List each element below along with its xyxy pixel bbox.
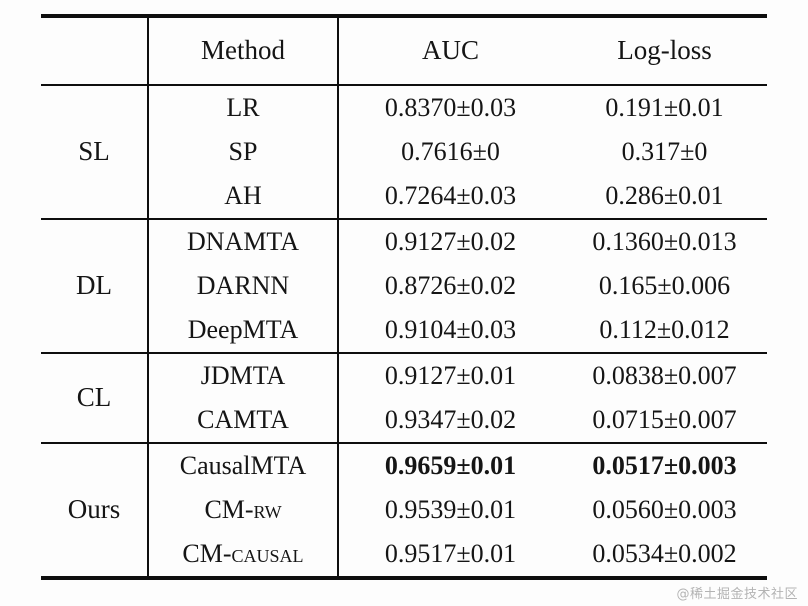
table-row: CAMTA 0.9347±0.02 0.0715±0.007 (41, 398, 767, 443)
table-row: SP 0.7616±0 0.317±0 (41, 130, 767, 174)
method-cell: CausalMTA (148, 443, 339, 488)
auc-cell: 0.9347±0.02 (384, 404, 517, 434)
logloss-cell: 0.0715±0.007 (592, 404, 737, 434)
group-sl: SL LR 0.8370±0.03 0.191±0.01 SP 0.7616±0… (41, 85, 767, 219)
logloss-cell: 0.165±0.006 (598, 270, 731, 300)
method-cell: DeepMTA (148, 308, 339, 353)
header-logloss: Log-loss (617, 35, 712, 66)
table-row: AH 0.7264±0.03 0.286±0.01 (41, 174, 767, 219)
table-row: CL JDMTA 0.9127±0.01 0.0838±0.007 (41, 353, 767, 443)
watermark: @稀土掘金技术社区 (676, 587, 798, 602)
group-label-dl: DL (41, 219, 149, 353)
auc-cell: 0.9104±0.03 (384, 314, 517, 344)
method-cell: SP (148, 130, 339, 174)
table-row: CM-rw 0.9539±0.01 0.0560±0.003 (41, 488, 767, 532)
table-row: DL DNAMTA 0.9127±0.02 0.1360±0.013 (41, 219, 767, 353)
logloss-cell: 0.191±0.01 (605, 92, 724, 122)
group-label-cl: CL (41, 353, 149, 443)
auc-cell: 0.9127±0.01 (384, 360, 517, 390)
method-cell: AH (148, 174, 339, 219)
table-header: Method AUC Log-loss (41, 16, 767, 85)
auc-cell: 0.7264±0.03 (384, 180, 517, 210)
table-row: CM-causal 0.9517±0.01 0.0534±0.002 (41, 532, 767, 578)
table-row: DARNN 0.8726±0.02 0.165±0.006 (41, 264, 767, 308)
header-auc: AUC (421, 35, 479, 66)
header-empty-cell (41, 16, 149, 85)
header-method: Method (148, 16, 339, 85)
auc-cell: 0.8726±0.02 (384, 270, 517, 300)
group-label-ours: Ours (41, 443, 149, 578)
method-cell: DNAMTA (148, 219, 339, 264)
table-row: Ours CausalMTA 0.9659±0.01 0.0517±0.003 (41, 443, 767, 578)
table-row: SL LR 0.8370±0.03 0.191±0.01 (41, 85, 767, 219)
logloss-cell: 0.0560±0.003 (592, 494, 737, 524)
logloss-cell: 0.1360±0.013 (592, 226, 737, 256)
auc-cell-best: 0.9659±0.01 (384, 450, 517, 480)
logloss-cell: 0.317±0 (621, 136, 708, 166)
auc-cell: 0.9517±0.01 (384, 538, 517, 568)
group-dl: DL DNAMTA 0.9127±0.02 0.1360±0.013 DARNN… (41, 219, 767, 353)
logloss-cell: 0.112±0.012 (599, 314, 730, 344)
table-row: DeepMTA 0.9104±0.03 0.112±0.012 (41, 308, 767, 353)
method-cell: DARNN (148, 264, 339, 308)
logloss-cell: 0.0838±0.007 (592, 360, 737, 390)
group-cl: CL JDMTA 0.9127±0.01 0.0838±0.007 CAMTA … (41, 353, 767, 443)
results-table: Method AUC Log-loss SL LR 0.8370±0.03 0.… (41, 14, 767, 580)
auc-cell: 0.9127±0.02 (384, 226, 517, 256)
auc-cell: 0.7616±0 (401, 136, 500, 166)
logloss-cell: 0.0534±0.002 (592, 538, 737, 568)
group-ours: Ours CausalMTA 0.9659±0.01 0.0517±0.003 … (41, 443, 767, 578)
auc-cell: 0.9539±0.01 (384, 494, 517, 524)
group-label-sl: SL (41, 85, 149, 219)
method-cell: CM-causal (148, 532, 339, 578)
method-cell: JDMTA (148, 353, 339, 398)
logloss-cell-best: 0.0517±0.003 (592, 450, 737, 480)
logloss-cell: 0.286±0.01 (605, 180, 724, 210)
auc-cell: 0.8370±0.03 (384, 92, 517, 122)
method-cell: LR (148, 85, 339, 130)
header-row: Method AUC Log-loss (41, 16, 767, 85)
method-cell: CAMTA (148, 398, 339, 443)
method-cell: CM-rw (148, 488, 339, 532)
